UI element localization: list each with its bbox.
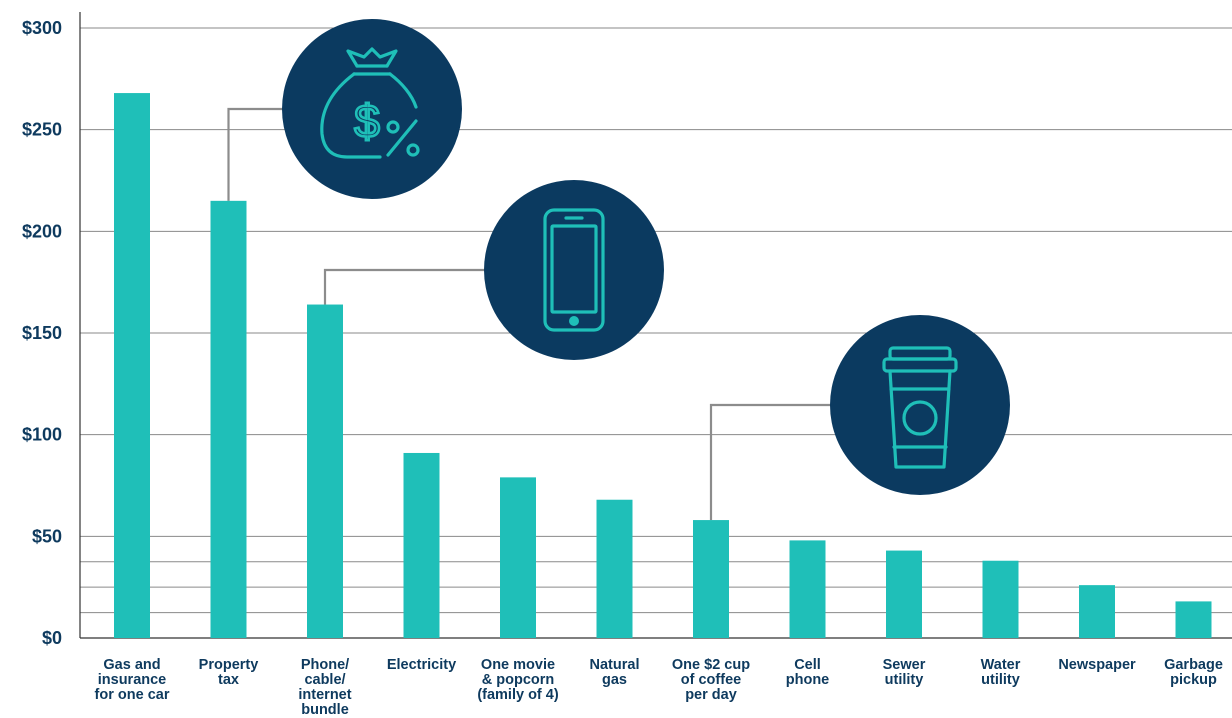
y-tick-label: $200 (22, 221, 62, 241)
bar (789, 540, 826, 638)
bar (596, 499, 633, 638)
x-tick-label: Newspaper (1058, 657, 1136, 673)
svg-text:$: $ (354, 95, 380, 147)
x-tick-label: Garbage pickup (1164, 657, 1223, 688)
bar (403, 452, 440, 638)
coffee-cup-icon (830, 315, 1010, 495)
callout-layer: $ (282, 19, 1010, 495)
x-tick-label: One $2 cup of coffee per day (672, 657, 750, 703)
connector-layer (227, 107, 832, 521)
callout-connector (709, 403, 832, 521)
y-tick-label: $100 (22, 425, 62, 445)
money-bag-icon: $ (282, 19, 462, 199)
y-tick-label: $150 (22, 323, 62, 343)
bar (693, 520, 729, 638)
x-tick-label: Water utility (981, 657, 1021, 688)
y-tick-labels: $0 $50 $100 $150 $200 $250 $300 (22, 18, 62, 648)
bar (307, 304, 343, 638)
bar (1079, 585, 1115, 638)
callout-connector (323, 268, 486, 305)
x-tick-label: Phone/cable/internet bundle (298, 657, 351, 718)
y-tick-label: $250 (22, 120, 62, 140)
bar (982, 560, 1019, 638)
x-tick-label: Cell phone (786, 657, 830, 688)
x-tick-label: One movie & popcorn (family of 4) (477, 657, 559, 703)
y-tick-label: $50 (32, 526, 62, 546)
x-tick-label: Electricity (387, 657, 456, 673)
bar (886, 550, 922, 638)
x-tick-label: Natural gas (590, 657, 640, 688)
y-tick-label: $300 (22, 18, 62, 38)
callout-connector (227, 107, 284, 201)
x-tick-labels: Gas and insurance for one car Property tax Ph… (95, 657, 1223, 718)
x-tick-label: Property tax (199, 657, 259, 688)
x-tick-label: Gas and insurance for one car (95, 657, 170, 703)
bar (1175, 601, 1212, 638)
y-tick-label: $0 (42, 628, 62, 648)
smartphone-icon (484, 180, 664, 360)
bar (210, 200, 247, 639)
x-tick-label: Sewer utility (883, 657, 926, 688)
grid-layer (80, 27, 1232, 639)
bar-layer (114, 93, 1212, 639)
bar (114, 93, 150, 639)
bar (500, 477, 536, 638)
